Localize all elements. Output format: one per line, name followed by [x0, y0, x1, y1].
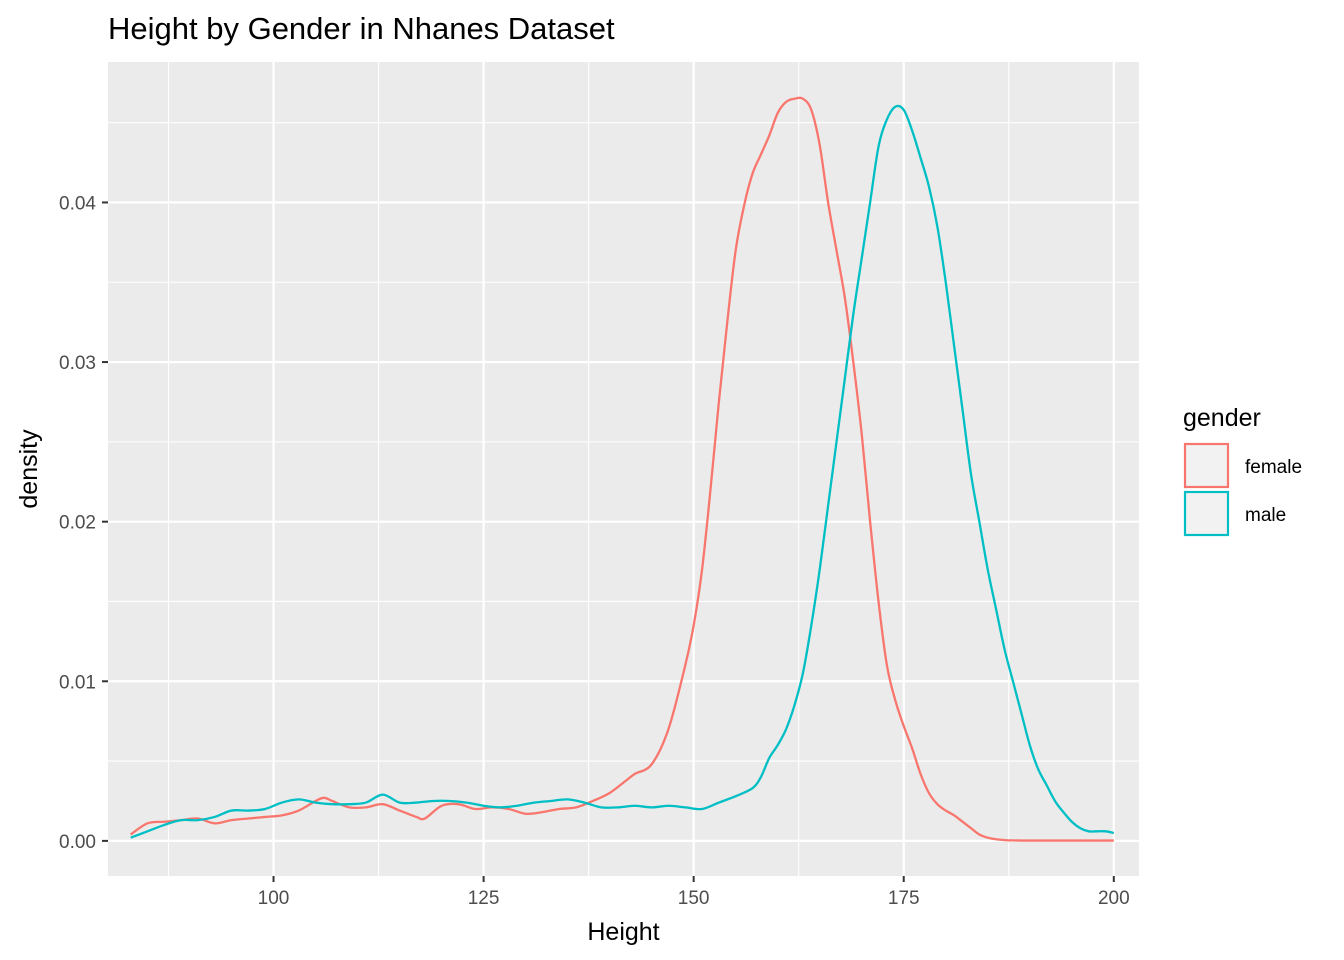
x-tick-label: 125 [468, 888, 500, 909]
y-tick-label: 0.00 [59, 832, 96, 853]
x-axis-title: Height [587, 918, 659, 946]
chart-title: Height by Gender in Nhanes Dataset [108, 11, 615, 46]
x-tick-label: 150 [678, 888, 710, 909]
y-tick-label: 0.02 [59, 513, 96, 534]
y-axis-title: density [15, 429, 43, 509]
x-tick-label: 200 [1098, 888, 1130, 909]
legend-key-male [1183, 490, 1230, 537]
legend-title: gender [1183, 404, 1261, 432]
y-axis: 0.00 0.01 0.02 0.03 0.04 [59, 193, 108, 853]
y-tick-label: 0.04 [59, 193, 96, 214]
series-line-female [130, 96, 1114, 842]
y-tick-label: 0.03 [59, 353, 96, 374]
minor-gridlines [108, 62, 1139, 876]
legend: gender female male [1183, 404, 1302, 537]
major-gridlines [108, 62, 1139, 876]
x-tick-label: 100 [258, 888, 290, 909]
legend-key-female [1183, 442, 1230, 489]
x-tick-label: 175 [888, 888, 920, 909]
series-line-male [130, 104, 1115, 839]
x-axis: 100 125 150 175 200 [258, 876, 1130, 909]
plot-panel [108, 62, 1139, 876]
series-lines [130, 96, 1115, 842]
legend-label-male: male [1245, 505, 1286, 526]
y-tick-label: 0.01 [59, 672, 96, 693]
legend-label-female: female [1245, 457, 1302, 478]
